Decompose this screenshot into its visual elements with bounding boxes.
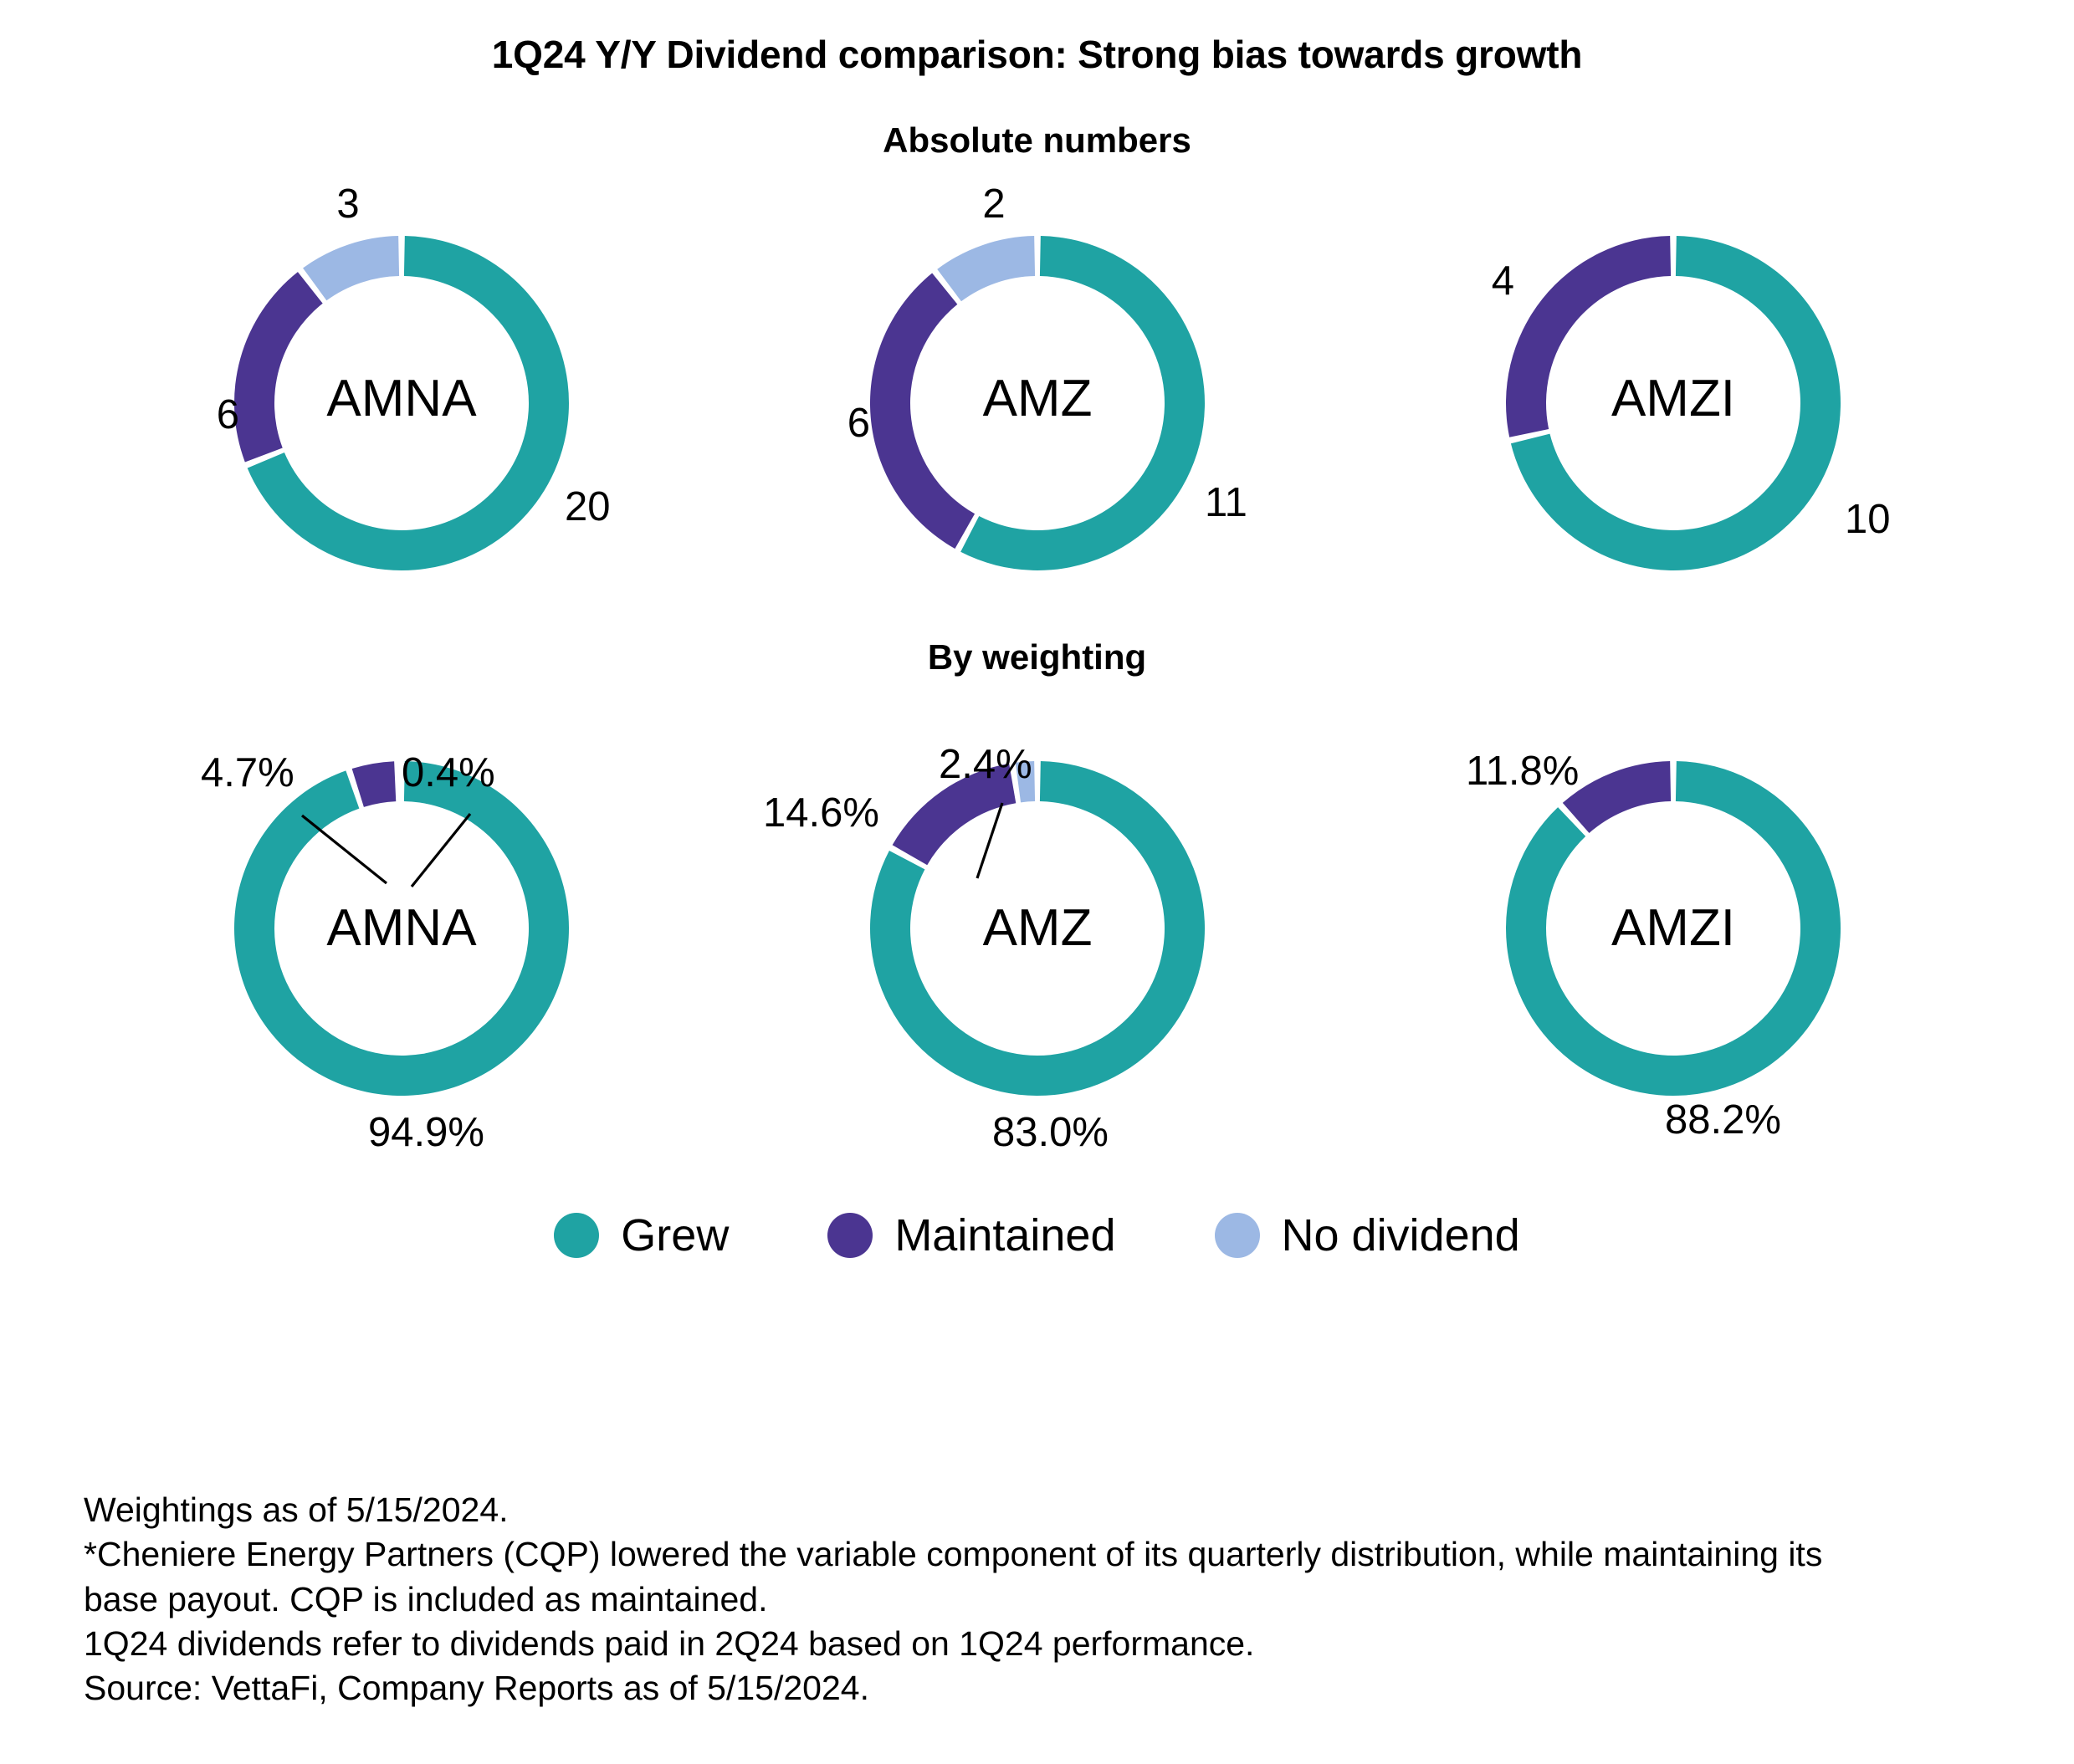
leader-line-no-dividend	[975, 802, 1004, 879]
footnote-line-1: Weightings as of 5/15/2024.	[84, 1490, 509, 1529]
legend-swatch-grew	[554, 1213, 600, 1258]
slice-label-maintained: 6	[216, 392, 238, 437]
slice-label-no-dividend: 0.4%	[402, 750, 495, 795]
donut-arcs-amz-absolute	[869, 236, 1205, 570]
slice-label-grew: 88.2%	[1665, 1097, 1781, 1143]
donut-slice-no-dividend[interactable]	[1015, 761, 1035, 803]
donut-slice-maintained[interactable]	[892, 763, 1016, 866]
donut-amz-absolute: AMZ 11 6 2	[719, 161, 1355, 629]
legend-item-maintained[interactable]: Maintained	[827, 1209, 1116, 1261]
donut-slice-no-dividend[interactable]	[936, 236, 1035, 302]
section-absolute-title: Absolute numbers	[883, 120, 1191, 160]
donut-slice-maintained[interactable]	[351, 761, 396, 807]
leader-line-maintained	[300, 814, 387, 885]
donut-amz-weighting: AMZ 83.0% 14.6% 2.4%	[719, 677, 1355, 1163]
slice-label-maintained: 6	[847, 401, 869, 446]
donut-slice-maintained[interactable]	[869, 273, 975, 550]
footnotes: Weightings as of 5/15/2024. *Cheniere En…	[84, 1489, 1822, 1711]
donut-slice-maintained[interactable]	[1562, 761, 1671, 833]
donut-center-label: AMZI	[1611, 370, 1734, 427]
legend-item-grew[interactable]: Grew	[554, 1209, 729, 1261]
by-weighting-row: AMNA 94.9% 4.7% 0.4% AMZ 83.0% 14.6% 2.4…	[0, 677, 2074, 1163]
slice-label-maintained: 4	[1491, 258, 1513, 304]
slice-label-no-dividend: 2	[982, 182, 1005, 227]
slice-label-grew: 11	[1205, 480, 1247, 525]
footnote-line-5: Source: VettaFi, Company Reports as of 5…	[84, 1669, 869, 1707]
donut-slice-maintained[interactable]	[233, 272, 323, 463]
slice-label-no-dividend: 2.4%	[939, 742, 1032, 787]
donut-arcs-amzi-weighting	[1505, 761, 1841, 1096]
donut-amzi-absolute: AMZI 10 4	[1355, 161, 1991, 629]
absolute-numbers-row: AMNA 20 6 3 AMZ 11 6 2 AMZI 10 4	[0, 161, 2074, 629]
donut-arcs-amzi-absolute	[1505, 236, 1841, 570]
leader-line-no-dividend	[410, 812, 471, 888]
chart-legend: Grew Maintained No dividend	[0, 1209, 2074, 1261]
donut-slice-maintained[interactable]	[1505, 236, 1671, 437]
donut-amzi-weighting: AMZI 88.2% 11.8%	[1355, 677, 1991, 1163]
legend-label-maintained: Maintained	[894, 1210, 1116, 1260]
legend-label-no-dividend: No dividend	[1281, 1210, 1520, 1260]
legend-swatch-no-dividend	[1214, 1213, 1260, 1258]
donut-center-label: AMZ	[982, 899, 1092, 957]
slice-label-no-dividend: 3	[336, 182, 359, 227]
section-weighting-title: By weighting	[927, 637, 1147, 677]
footnote-line-3: base payout. CQP is included as maintain…	[84, 1579, 768, 1618]
legend-item-no-dividend[interactable]: No dividend	[1214, 1209, 1520, 1261]
page-title: 1Q24 Y/Y Dividend comparison: Strong bia…	[491, 33, 1583, 76]
donut-center-label: AMNA	[326, 370, 477, 427]
donut-slice-grew[interactable]	[960, 236, 1205, 570]
slice-label-grew: 94.9%	[368, 1110, 484, 1155]
donut-center-label: AMNA	[326, 899, 477, 957]
donut-arcs-amna-absolute	[233, 236, 569, 570]
slice-label-grew: 10	[1845, 497, 1891, 542]
slice-label-maintained: 11.8%	[1466, 749, 1579, 794]
donut-arcs-amna-weighting	[233, 761, 569, 1096]
donut-amna-weighting: AMNA 94.9% 4.7% 0.4%	[84, 677, 719, 1163]
footnote-line-4: 1Q24 dividends refer to dividends paid i…	[84, 1623, 1255, 1663]
slice-label-grew: 83.0%	[992, 1110, 1109, 1155]
footnote-line-2: *Cheniere Energy Partners (CQP) lowered …	[84, 1535, 1823, 1574]
slice-label-grew: 20	[565, 484, 611, 529]
donut-slice-no-dividend[interactable]	[302, 236, 399, 301]
slice-label-maintained: 4.7%	[201, 750, 294, 795]
donut-center-label: AMZI	[1611, 899, 1734, 957]
donut-amna-absolute: AMNA 20 6 3	[84, 161, 719, 629]
slice-label-maintained: 14.6%	[763, 790, 879, 836]
donut-arcs-amz-weighting	[869, 761, 1205, 1096]
legend-swatch-maintained	[827, 1213, 873, 1258]
legend-label-grew: Grew	[621, 1210, 730, 1260]
donut-center-label: AMZ	[982, 370, 1092, 427]
